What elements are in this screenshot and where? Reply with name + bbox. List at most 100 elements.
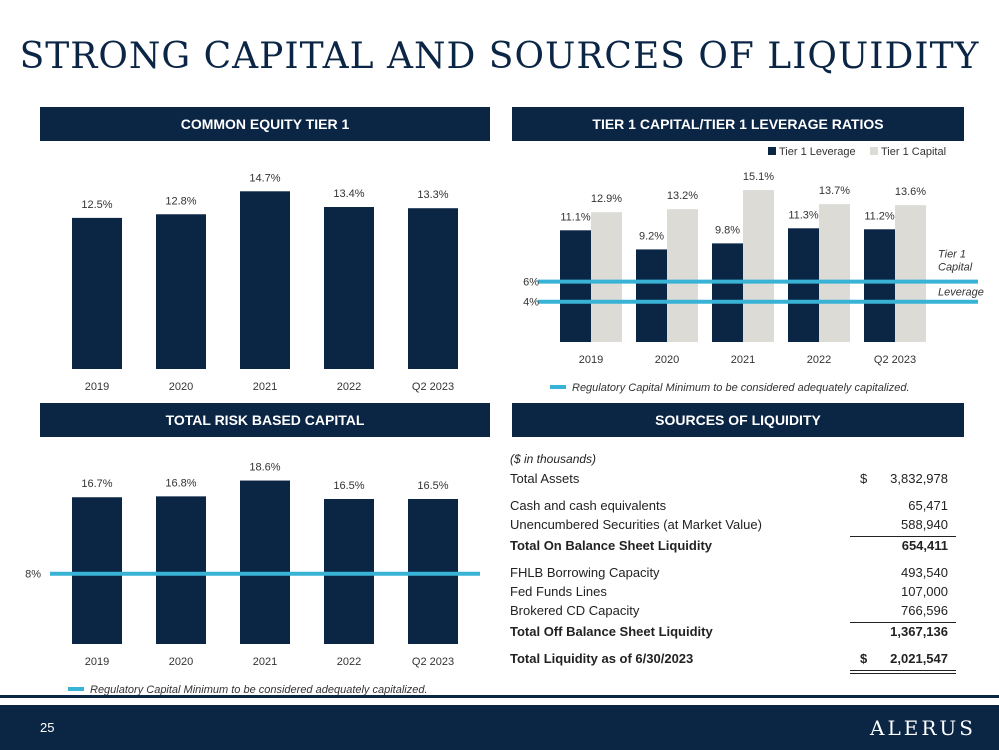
data-label: 13.2% (667, 190, 698, 202)
brokered-cd-label: Brokered CD Capacity (510, 603, 640, 618)
data-label: 12.8% (165, 195, 196, 207)
reference-label: 4% (523, 297, 539, 309)
x-tick-label: 2020 (169, 381, 193, 393)
data-label: 16.5% (417, 480, 448, 492)
units-note: ($ in thousands) (510, 452, 597, 466)
fed-funds-value: 107,000 (901, 584, 948, 599)
bar (636, 249, 667, 342)
footnote-text: Regulatory Capital Minimum to be conside… (572, 382, 910, 394)
page-title: STRONG CAPITAL AND SOURCES OF LIQUIDITY (19, 36, 980, 77)
data-label: 9.8% (715, 224, 740, 236)
securities-value: 588,940 (901, 517, 948, 532)
data-label: 13.4% (333, 188, 364, 200)
bar (240, 480, 290, 644)
x-tick-label: 2022 (337, 656, 361, 668)
double-underline-bottom (850, 673, 956, 674)
bar (324, 499, 374, 644)
bar (591, 212, 622, 342)
data-label: 13.7% (819, 185, 850, 197)
total-off-value: 1,367,136 (890, 624, 948, 639)
data-label: 11.1% (560, 211, 591, 223)
underline (850, 622, 956, 623)
brokered-cd-value: 766,596 (901, 603, 948, 618)
cet1-chart: 12.5% 2019 12.8% 2020 14.7% 2021 13.4% 2022 13.3… (72, 172, 458, 393)
data-label: 16.7% (81, 478, 112, 490)
bar (240, 191, 290, 369)
bar (667, 209, 698, 342)
data-label: 9.2% (639, 230, 664, 242)
total-assets-value: 3,832,978 (890, 471, 948, 486)
x-tick-label: Q2 2023 (874, 354, 916, 366)
total-liquidity-value: 2,021,547 (890, 651, 948, 666)
tier1-header: TIER 1 CAPITAL/TIER 1 LEVERAGE RATIOS (512, 107, 964, 141)
liquidity-header: SOURCES OF LIQUIDITY (512, 403, 964, 437)
data-label: 16.5% (333, 480, 364, 492)
x-tick-label: 2021 (253, 381, 277, 393)
trbc-chart: 16.7% 2019 16.8% 2020 18.6% 2021 16.5% 2022 16.5… (25, 462, 480, 696)
data-label: 13.3% (417, 189, 448, 201)
legend-swatch (768, 147, 776, 155)
x-tick-label: Q2 2023 (412, 381, 454, 393)
bar (819, 204, 850, 342)
bar (560, 230, 591, 342)
bar (72, 497, 122, 644)
data-label: 12.9% (591, 193, 622, 205)
bar (72, 217, 122, 369)
legend-label: Tier 1 Capital (881, 146, 946, 158)
x-tick-label: Q2 2023 (412, 656, 454, 668)
total-liquidity-dollar: $ (860, 651, 868, 666)
total-assets-dollar: $ (860, 471, 868, 486)
bar (788, 228, 819, 342)
page-number: 25 (40, 720, 55, 735)
reference-label: 8% (25, 569, 41, 581)
securities-label: Unencumbered Securities (at Market Value… (510, 517, 762, 532)
data-label: 14.7% (249, 172, 280, 184)
x-tick-label: 2022 (337, 381, 361, 393)
trbc-header: TOTAL RISK BASED CAPITAL (40, 403, 490, 437)
bar (408, 208, 458, 369)
data-label: 11.3% (788, 209, 819, 221)
bar (712, 243, 743, 342)
cash-value: 65,471 (908, 498, 948, 513)
total-on-value: 654,411 (901, 538, 948, 553)
x-tick-label: 2020 (655, 354, 679, 366)
total-off-label: Total Off Balance Sheet Liquidity (510, 624, 713, 639)
double-underline-top (850, 670, 956, 671)
fhlb-value: 493,540 (901, 565, 948, 580)
data-label: 12.5% (81, 199, 112, 211)
fed-funds-label: Fed Funds Lines (510, 584, 607, 599)
footer-rule (0, 695, 999, 698)
footer-bar (0, 705, 999, 750)
total-assets-label: Total Assets (510, 471, 580, 486)
cash-label: Cash and cash equivalents (510, 498, 667, 513)
reference-side-label: Leverage (938, 287, 984, 299)
x-tick-label: 2021 (253, 656, 277, 668)
x-tick-label: 2019 (85, 381, 109, 393)
reference-label: 6% (523, 277, 539, 289)
x-tick-label: 2020 (169, 656, 193, 668)
bar (324, 207, 374, 369)
data-label: 16.8% (165, 477, 196, 489)
reference-side-label: Tier 1 Capital (938, 249, 973, 274)
total-on-label: Total On Balance Sheet Liquidity (510, 538, 713, 553)
data-label: 18.6% (249, 462, 280, 474)
legend-label: Tier 1 Leverage (779, 146, 856, 158)
bar (895, 205, 926, 342)
x-tick-label: 2022 (807, 354, 831, 366)
tier1-chart: Tier 1 Leverage Tier 1 Capital 11.1%12.9% 2… (523, 146, 984, 394)
x-tick-label: 2021 (731, 354, 755, 366)
footnote-text: Regulatory Capital Minimum to be conside… (90, 684, 428, 696)
bar (408, 499, 458, 644)
data-label: 13.6% (895, 186, 926, 198)
total-liquidity-label: Total Liquidity as of 6/30/2023 (510, 651, 694, 666)
bar (156, 214, 206, 369)
data-label: 11.2% (864, 210, 895, 222)
data-label: 15.1% (743, 171, 774, 183)
bar (864, 229, 895, 342)
bar (743, 190, 774, 342)
underline (850, 536, 956, 537)
fhlb-label: FHLB Borrowing Capacity (510, 565, 660, 580)
x-tick-label: 2019 (85, 656, 109, 668)
bar (156, 496, 206, 644)
x-tick-label: 2019 (579, 354, 603, 366)
